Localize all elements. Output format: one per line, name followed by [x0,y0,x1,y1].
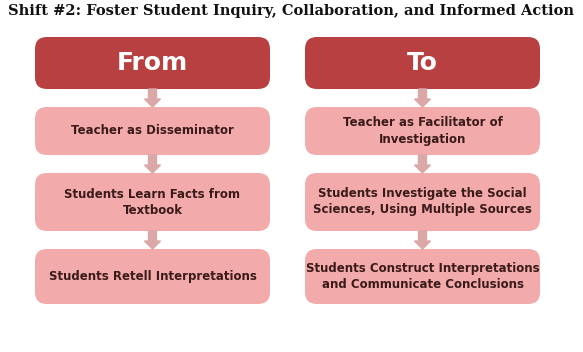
FancyBboxPatch shape [35,173,270,231]
Text: From: From [117,51,188,75]
FancyBboxPatch shape [35,37,270,89]
FancyBboxPatch shape [305,173,540,231]
FancyArrow shape [145,89,160,107]
Text: Students Learn Facts from
Textbook: Students Learn Facts from Textbook [65,188,241,216]
FancyBboxPatch shape [305,249,540,304]
Text: Students Construct Interpretations
and Communicate Conclusions: Students Construct Interpretations and C… [305,262,539,291]
Text: Students Investigate the Social
Sciences, Using Multiple Sources: Students Investigate the Social Sciences… [313,188,532,216]
FancyBboxPatch shape [35,249,270,304]
Text: Shift #2: Foster Student Inquiry, Collaboration, and Informed Action: Shift #2: Foster Student Inquiry, Collab… [8,4,574,18]
FancyArrow shape [415,231,430,249]
Text: Teacher as Facilitator of
Investigation: Teacher as Facilitator of Investigation [343,117,503,145]
Text: To: To [407,51,438,75]
FancyBboxPatch shape [305,107,540,155]
Text: Teacher as Disseminator: Teacher as Disseminator [71,125,234,138]
FancyArrow shape [415,89,430,107]
FancyBboxPatch shape [35,107,270,155]
FancyArrow shape [415,155,430,173]
FancyBboxPatch shape [305,37,540,89]
FancyArrow shape [145,155,160,173]
Text: Students Retell Interpretations: Students Retell Interpretations [48,270,257,283]
FancyArrow shape [145,231,160,249]
